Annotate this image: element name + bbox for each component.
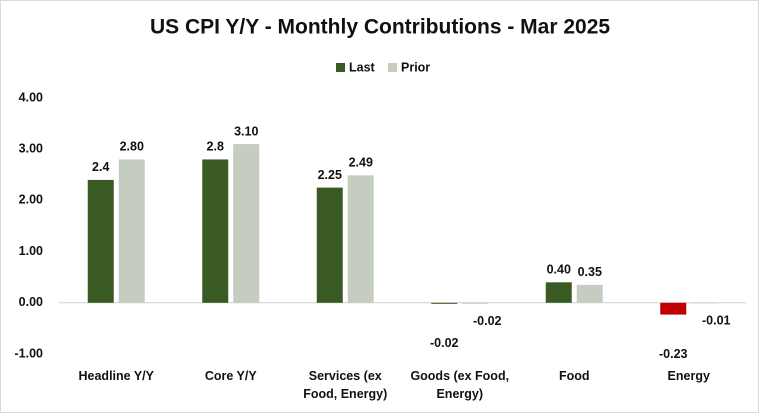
x-tick-label: Goods (ex Food, Energy) [410, 369, 510, 401]
x-tick-label: Energy [667, 369, 710, 383]
data-label: 2.49 [349, 156, 373, 170]
bar [316, 187, 343, 303]
x-tick-label: Services (ex Food, Energy) [303, 369, 388, 401]
bar [431, 302, 458, 304]
bar [660, 302, 687, 315]
y-tick-label: 0.00 [19, 295, 43, 309]
legend-swatch [388, 63, 397, 72]
bar [462, 302, 489, 304]
bar [347, 175, 374, 303]
x-tick-label: Core Y/Y [204, 369, 257, 383]
y-tick-label: 2.00 [19, 193, 43, 207]
data-label: -0.02 [430, 336, 459, 350]
data-label: 3.10 [234, 124, 258, 138]
data-label: 0.35 [578, 265, 602, 279]
bar [233, 144, 260, 303]
data-label: -0.23 [659, 347, 688, 361]
data-label: 2.4 [92, 160, 109, 174]
data-label: -0.01 [702, 314, 731, 328]
bar [87, 179, 114, 303]
data-label: -0.02 [473, 314, 502, 328]
bar [691, 302, 718, 304]
x-tick-label: Headline Y/Y [78, 369, 155, 383]
data-label: 0.40 [547, 263, 571, 277]
data-label: 2.80 [120, 140, 144, 154]
x-tick-label: Food [558, 369, 590, 383]
y-tick-label: 4.00 [19, 90, 43, 104]
legend-label: Last [349, 60, 376, 74]
y-tick-label: 3.00 [19, 141, 43, 155]
y-tick-label: -1.00 [15, 346, 44, 360]
legend-label: Prior [401, 60, 430, 74]
bar [118, 159, 145, 303]
bar [545, 282, 572, 303]
bar [576, 284, 603, 303]
data-label: 2.25 [318, 168, 342, 182]
bar [202, 159, 229, 303]
chart-title: US CPI Y/Y - Monthly Contributions - Mar… [150, 16, 610, 39]
legend-swatch [336, 63, 345, 72]
y-tick-label: 1.00 [19, 244, 43, 258]
data-label: 2.8 [207, 140, 224, 154]
